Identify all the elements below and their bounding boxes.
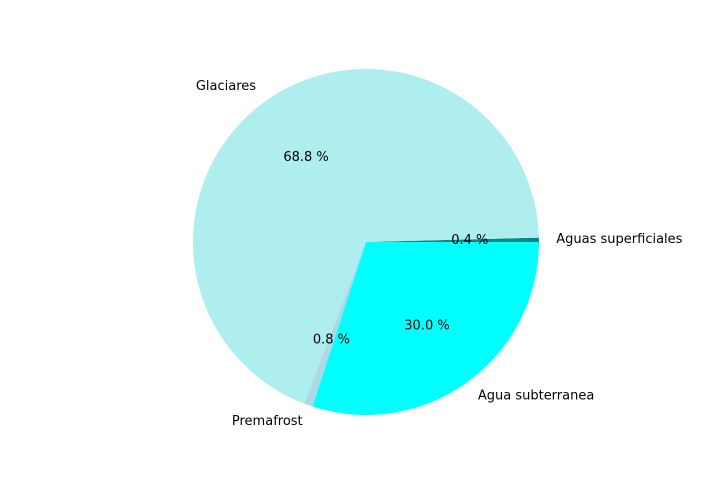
slice-label-agua-subterranea: Agua subterranea bbox=[478, 388, 594, 403]
pie-slice-premafrost bbox=[304, 242, 366, 407]
slice-pct-aguas-superficiales: 0.4 % bbox=[451, 233, 488, 248]
pie-slice-agua-subterranea bbox=[312, 242, 539, 415]
slice-label-glaciares: Glaciares bbox=[196, 79, 256, 94]
slice-pct-glaciares: 68.8 % bbox=[283, 150, 328, 165]
pie-slice-aguas-superficiales bbox=[366, 237, 539, 242]
slice-pct-agua-subterranea: 30.0 % bbox=[404, 318, 449, 333]
pie-slice-glaciares bbox=[192, 69, 539, 404]
slice-label-premafrost: Premafrost bbox=[232, 414, 303, 429]
slice-label-aguas-superficiales: Aguas superficiales bbox=[556, 232, 682, 247]
slice-pct-premafrost: 0.8 % bbox=[313, 332, 350, 347]
